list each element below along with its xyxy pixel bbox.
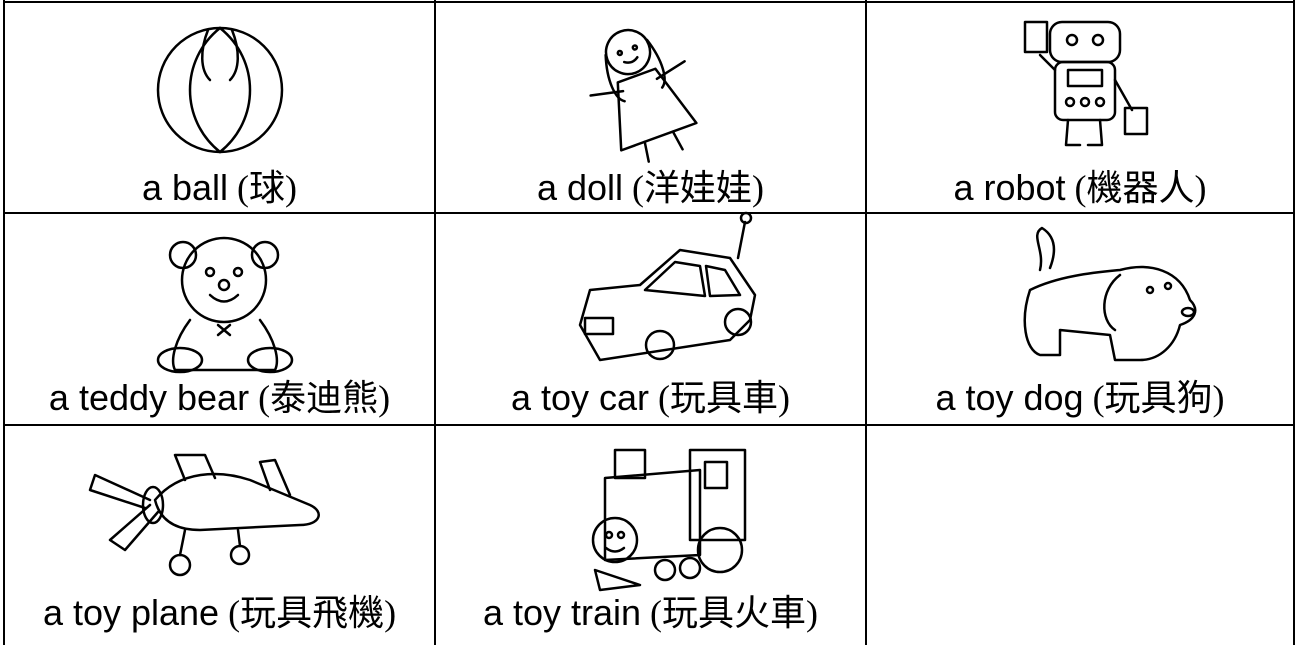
chinese-name: (玩具狗) xyxy=(1093,378,1225,418)
chinese-name: (機器人) xyxy=(1075,168,1207,208)
chinese-name: (玩具火車) xyxy=(650,593,818,633)
table-grid xyxy=(3,0,1295,645)
english-name: a toy train xyxy=(483,592,641,633)
english-name: a doll xyxy=(537,167,623,208)
english-name: a robot xyxy=(953,167,1065,208)
cell-label: a doll (洋娃娃) xyxy=(537,167,764,208)
english-name: a ball xyxy=(142,167,228,208)
english-name: a toy dog xyxy=(935,377,1083,418)
chinese-name: (玩具飛機) xyxy=(228,593,396,633)
cell-label: a robot (機器人) xyxy=(953,167,1206,208)
doll-drawing xyxy=(589,28,698,163)
english-name: a teddy bear xyxy=(49,377,249,418)
chinese-name: (球) xyxy=(237,168,297,208)
chinese-name: (洋娃娃) xyxy=(632,168,764,208)
robot-drawing xyxy=(1023,20,1149,147)
english-name: a toy car xyxy=(511,377,649,418)
teddy-drawing xyxy=(156,236,294,374)
chinese-name: (玩具車) xyxy=(658,378,790,418)
cell-label: a toy dog (玩具狗) xyxy=(935,377,1224,418)
car-drawing xyxy=(578,211,757,362)
dog-drawing xyxy=(1023,226,1197,362)
english-name: a toy plane xyxy=(43,592,219,633)
ball-drawing xyxy=(156,26,284,154)
cell-label: a teddy bear (泰迪熊) xyxy=(49,377,390,418)
plane-drawing xyxy=(88,453,320,577)
cell-label: a toy train (玩具火車) xyxy=(483,592,818,633)
train-drawing xyxy=(591,448,747,592)
cell-label: a toy plane (玩具飛機) xyxy=(43,592,396,633)
cell-label: a toy car (玩具車) xyxy=(511,377,790,418)
cell-label: a ball (球) xyxy=(142,167,297,208)
chinese-name: (泰迪熊) xyxy=(258,378,390,418)
